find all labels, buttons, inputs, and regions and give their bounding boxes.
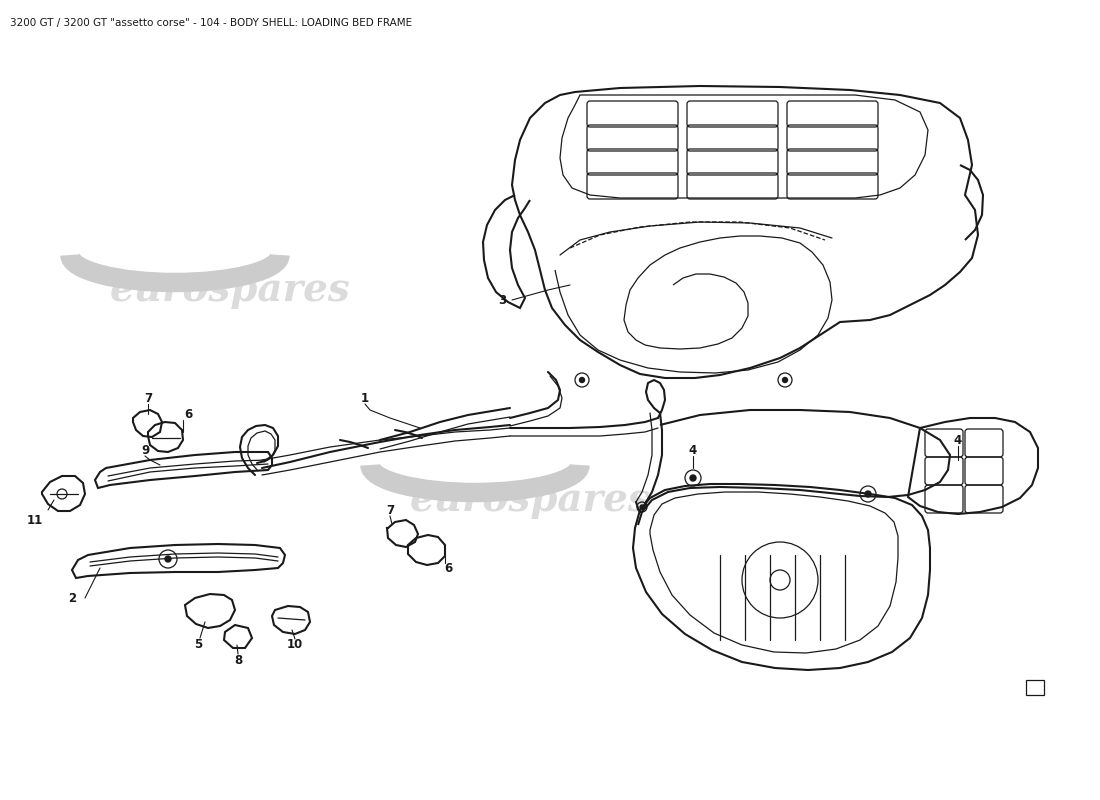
- Text: eurospares: eurospares: [110, 271, 351, 309]
- Bar: [1026, 680, 1044, 695]
- Text: 6: 6: [444, 562, 452, 574]
- Text: 8: 8: [234, 654, 242, 666]
- Text: 3200 GT / 3200 GT "assetto corse" - 104 - BODY SHELL: LOADING BED FRAME: 3200 GT / 3200 GT "assetto corse" - 104 …: [10, 18, 412, 28]
- Text: 9: 9: [141, 443, 150, 457]
- Text: 7: 7: [144, 391, 152, 405]
- Text: 6: 6: [184, 409, 192, 422]
- Circle shape: [865, 491, 871, 497]
- Circle shape: [580, 378, 584, 382]
- Circle shape: [165, 556, 170, 562]
- Text: 4: 4: [689, 443, 697, 457]
- Circle shape: [640, 505, 643, 509]
- Text: 10: 10: [287, 638, 304, 651]
- Text: 3: 3: [498, 294, 506, 306]
- Text: 1: 1: [361, 391, 370, 405]
- Text: 5: 5: [194, 638, 202, 651]
- Text: 4: 4: [954, 434, 962, 446]
- Circle shape: [782, 378, 788, 382]
- Text: 7: 7: [386, 503, 394, 517]
- Circle shape: [690, 475, 696, 481]
- Text: 2: 2: [68, 591, 76, 605]
- Text: 11: 11: [26, 514, 43, 526]
- Text: eurospares: eurospares: [409, 481, 650, 519]
